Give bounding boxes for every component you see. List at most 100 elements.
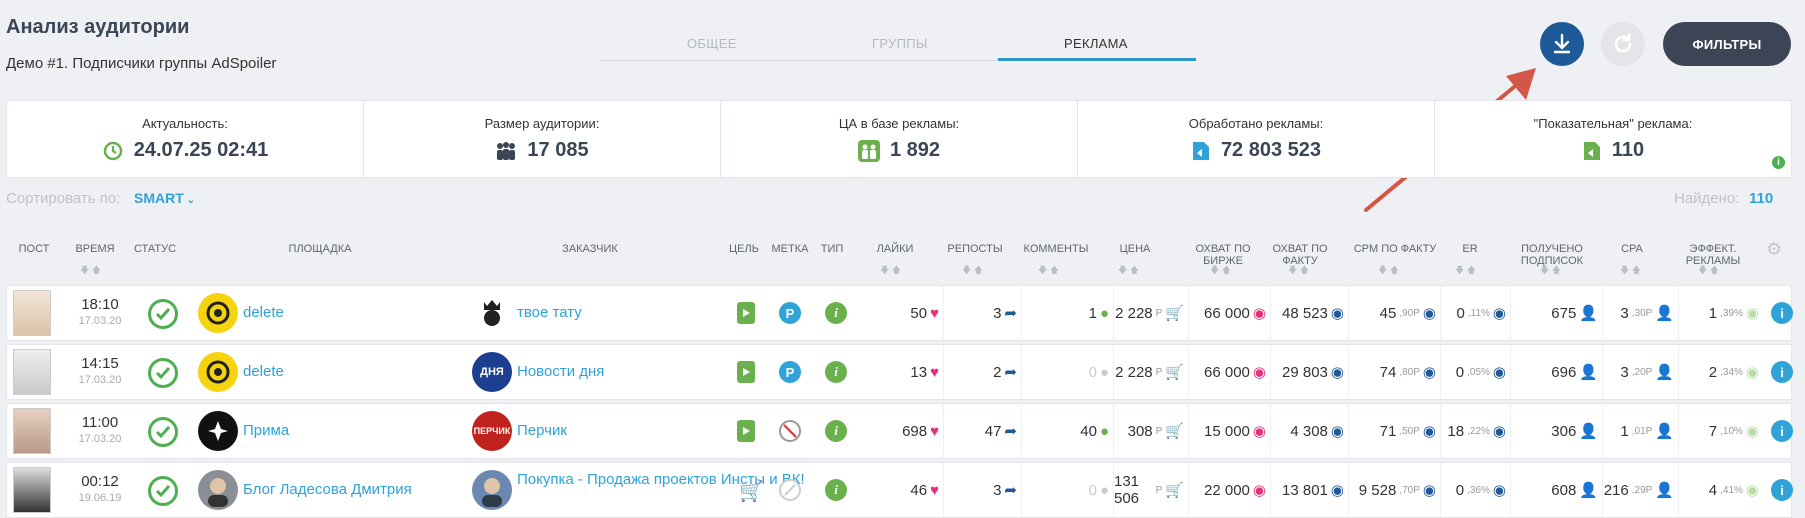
col-likes[interactable]: ЛАЙКИ [876, 243, 914, 255]
user-icon: 👤 [1655, 423, 1674, 440]
sort-arrows-icon[interactable]: 🡇 🡅 [962, 265, 984, 275]
platform-link[interactable]: delete [243, 363, 284, 380]
post-thumbnail[interactable] [13, 467, 51, 513]
post-thumbnail[interactable] [13, 408, 51, 454]
user-icon: 👤 [1579, 482, 1598, 499]
tab-general[interactable]: ОБЩЕЕ [687, 36, 737, 51]
sort-arrows-icon[interactable]: 🡇 🡅 [1210, 265, 1232, 275]
col-status[interactable]: СТАТУС [133, 243, 177, 255]
platform-link[interactable]: delete [243, 304, 284, 321]
platform-avatar[interactable] [198, 352, 238, 392]
customer-avatar[interactable] [472, 293, 512, 333]
platform-avatar[interactable] [198, 293, 238, 333]
ad-icon [1192, 141, 1209, 160]
eye-icon: ◉ [1492, 305, 1506, 322]
eye-icon: ◉ [1330, 305, 1344, 322]
col-mark[interactable]: МЕТКА [771, 243, 809, 255]
row-info-icon[interactable]: i [1771, 361, 1793, 383]
cart-icon: 🛒 [1165, 423, 1184, 440]
row-info-icon[interactable]: i [1771, 420, 1793, 442]
col-subscriptions[interactable]: ПОЛУЧЕНО ПОДПИСОК [1520, 243, 1584, 267]
sort-dropdown[interactable]: SMART ⌄ [134, 190, 196, 206]
people-icon [497, 141, 516, 160]
customer-link[interactable]: твое тату [517, 304, 582, 321]
sort-arrows-icon[interactable]: 🡇 🡅 [1455, 265, 1477, 275]
col-time[interactable]: ВРЕМЯ [75, 243, 115, 255]
active-tab-indicator [998, 58, 1196, 61]
tab-ads[interactable]: РЕКЛАМА [1064, 36, 1128, 51]
eye-icon: ◉ [1330, 364, 1344, 381]
sort-arrows-icon[interactable]: 🡇 🡅 [1288, 265, 1310, 275]
col-type[interactable]: ТИП [820, 243, 844, 255]
platform-avatar[interactable] [198, 470, 238, 510]
download-icon [1553, 33, 1571, 54]
download-button[interactable] [1540, 22, 1584, 66]
sort-arrows-icon[interactable]: 🡇 🡅 [1378, 265, 1400, 275]
customer-avatar[interactable]: ПЕРЧИК [472, 411, 512, 451]
platform-link[interactable]: Блог Ладесова Дмитрия [243, 481, 412, 498]
eye-icon: ◉ [1492, 423, 1506, 440]
col-reach-exchange[interactable]: ОХВАТ ПО БИРЖЕ [1195, 243, 1251, 267]
eye-icon: ◉ [1252, 482, 1266, 499]
row-info-icon[interactable]: i [1771, 479, 1793, 501]
sort-arrows-icon[interactable]: 🡇 🡅 [80, 265, 102, 275]
table-row[interactable]: 11:00 17.03.20 Прима ПЕРЧИК Перчик i 698 ♥… [6, 403, 1793, 459]
table-row[interactable]: 14:15 17.03.20 delete ДНЯ Новости дня P i… [6, 344, 1793, 400]
col-cpm-fact[interactable]: CPM ПО ФАКТУ [1353, 243, 1437, 255]
col-platform[interactable]: ПЛОЩАДКА [288, 243, 352, 255]
stats-panel: Актуальность: 24.07.25 02:41 Размер ауди… [6, 100, 1792, 178]
history-icon [103, 141, 122, 160]
sort-arrows-icon[interactable]: 🡇 🡅 [1620, 265, 1642, 275]
share-icon: ➦ [1004, 423, 1017, 440]
sort-arrows-icon[interactable]: 🡇 🡅 [1038, 265, 1060, 275]
share-icon: ➦ [1004, 305, 1017, 322]
settings-gear-icon[interactable]: ⚙ [1766, 239, 1783, 259]
type-info-icon[interactable]: i [825, 302, 847, 324]
sort-arrows-icon[interactable]: 🡇 🡅 [1540, 265, 1562, 275]
customer-link[interactable]: Покупка - Продажа проектов Инсты и ВК! [517, 471, 805, 488]
col-efficiency[interactable]: ЭФФЕКТ. РЕКЛАМЫ [1685, 243, 1741, 267]
sort-arrows-icon[interactable]: 🡇 🡅 [1698, 265, 1720, 275]
table-row[interactable]: 00:12 19.06.19 Блог Ладесова Дмитрия Поку… [6, 462, 1793, 518]
share-icon: ➦ [1004, 482, 1017, 499]
found-label: Найдено: [1674, 190, 1740, 207]
filters-button[interactable]: ФИЛЬТРЫ [1663, 22, 1791, 66]
table-row[interactable]: 18:10 17.03.20 delete твое тату P i 50 ♥ 3… [6, 285, 1793, 341]
cart-icon: 🛒 [1165, 305, 1184, 322]
col-price[interactable]: ЦЕНА [1119, 243, 1151, 255]
col-goal[interactable]: ЦЕЛЬ [729, 243, 759, 255]
eye-icon: ◉ [1252, 423, 1266, 440]
found-count: 110 [1749, 190, 1774, 207]
col-post[interactable]: ПОСТ [18, 243, 50, 255]
customer-link[interactable]: Перчик [517, 422, 567, 439]
post-thumbnail[interactable] [13, 349, 51, 395]
col-reach-fact[interactable]: ОХВАТ ПО ФАКТУ [1272, 243, 1328, 267]
customer-avatar[interactable]: ДНЯ [472, 352, 512, 392]
sort-arrows-icon[interactable]: 🡇 🡅 [880, 265, 902, 275]
type-info-icon[interactable]: i [825, 361, 847, 383]
sort-arrows-icon[interactable]: 🡇 🡅 [1118, 265, 1140, 275]
showcase-ad-icon [1583, 141, 1600, 160]
col-cpa[interactable]: CPA [1621, 243, 1643, 255]
type-info-icon[interactable]: i [825, 420, 847, 442]
refresh-button[interactable] [1601, 22, 1645, 66]
tab-groups[interactable]: ГРУППЫ [872, 36, 928, 51]
type-info-icon[interactable]: i [825, 479, 847, 501]
comment-icon: ● [1099, 304, 1109, 322]
col-reposts[interactable]: РЕПОСТЫ [947, 243, 1003, 255]
col-er[interactable]: ER [1462, 243, 1478, 255]
customer-avatar[interactable] [472, 470, 512, 510]
row-info-icon[interactable]: i [1771, 302, 1793, 324]
share-icon: ➦ [1004, 364, 1017, 381]
customer-link[interactable]: Новости дня [517, 363, 605, 380]
platform-avatar[interactable] [198, 411, 238, 451]
platform-link[interactable]: Прима [243, 422, 290, 439]
post-thumbnail[interactable] [13, 290, 51, 336]
eye-icon: ◉ [1745, 423, 1759, 440]
stat-actuality: Актуальность: 24.07.25 02:41 [7, 101, 364, 177]
info-icon[interactable]: i [1772, 156, 1785, 169]
heart-icon: ♥ [930, 481, 939, 499]
col-comments[interactable]: КОММЕНТЫ [1023, 243, 1089, 255]
col-customer[interactable]: ЗАКАЗЧИК [562, 243, 618, 255]
comment-icon: ● [1099, 422, 1109, 440]
